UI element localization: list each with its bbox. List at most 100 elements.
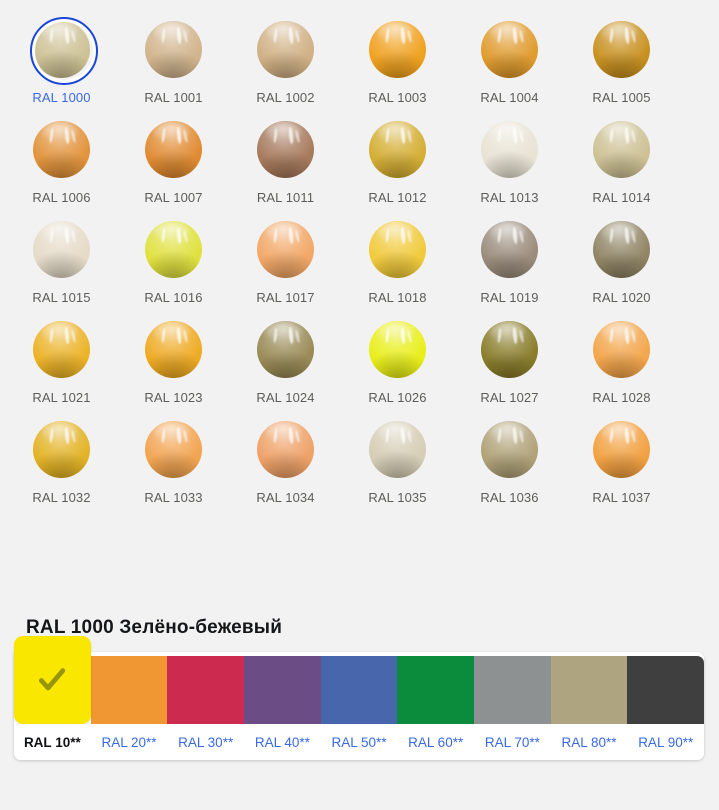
color-swatch-ral-1018[interactable]: RAL 1018 xyxy=(347,214,448,314)
color-swatch-ral-1034[interactable]: RAL 1034 xyxy=(235,414,336,514)
color-swatch-ral-1028[interactable]: RAL 1028 xyxy=(571,314,672,414)
group-tab-swatch-ral-10xx[interactable] xyxy=(14,636,91,724)
color-sphere[interactable] xyxy=(257,320,314,378)
color-swatch-ral-1019[interactable]: RAL 1019 xyxy=(459,214,560,314)
color-sphere[interactable] xyxy=(257,420,314,478)
color-sphere-wrapper[interactable] xyxy=(250,213,322,285)
color-swatch-ral-1014[interactable]: RAL 1014 xyxy=(571,114,672,214)
color-sphere-wrapper[interactable] xyxy=(250,13,322,85)
color-sphere[interactable] xyxy=(481,20,538,78)
color-swatch-ral-1033[interactable]: RAL 1033 xyxy=(123,414,224,514)
color-sphere[interactable] xyxy=(369,420,426,478)
color-sphere-wrapper[interactable] xyxy=(250,413,322,485)
color-sphere-wrapper[interactable] xyxy=(474,213,546,285)
color-sphere-wrapper[interactable] xyxy=(26,213,98,285)
color-swatch-ral-1026[interactable]: RAL 1026 xyxy=(347,314,448,414)
color-sphere-wrapper[interactable] xyxy=(586,413,658,485)
group-tab-label-ral-50xx[interactable]: RAL 50** xyxy=(321,735,398,750)
color-sphere-wrapper[interactable] xyxy=(586,113,658,185)
color-swatch-ral-1023[interactable]: RAL 1023 xyxy=(123,314,224,414)
color-swatch-ral-1003[interactable]: RAL 1003 xyxy=(347,14,448,114)
color-sphere[interactable] xyxy=(593,220,650,278)
color-sphere[interactable] xyxy=(257,120,314,178)
color-swatch-ral-1036[interactable]: RAL 1036 xyxy=(459,414,560,514)
color-swatch-ral-1001[interactable]: RAL 1001 xyxy=(123,14,224,114)
group-tab-label-ral-90xx[interactable]: RAL 90** xyxy=(627,735,704,750)
color-sphere-wrapper[interactable] xyxy=(474,313,546,385)
color-sphere-wrapper[interactable] xyxy=(26,13,98,85)
color-sphere[interactable] xyxy=(257,220,314,278)
color-swatch-ral-1032[interactable]: RAL 1032 xyxy=(11,414,112,514)
color-sphere[interactable] xyxy=(369,320,426,378)
color-sphere-wrapper[interactable] xyxy=(474,413,546,485)
color-sphere[interactable] xyxy=(145,120,202,178)
color-sphere-wrapper[interactable] xyxy=(138,13,210,85)
color-swatch-ral-1020[interactable]: RAL 1020 xyxy=(571,214,672,314)
color-sphere[interactable] xyxy=(369,20,426,78)
color-swatch-ral-1007[interactable]: RAL 1007 xyxy=(123,114,224,214)
group-tab-label-ral-10xx[interactable]: RAL 10** xyxy=(14,735,91,750)
color-sphere-wrapper[interactable] xyxy=(474,13,546,85)
color-sphere-wrapper[interactable] xyxy=(586,213,658,285)
group-tab-label-ral-70xx[interactable]: RAL 70** xyxy=(474,735,551,750)
group-tab-label-ral-40xx[interactable]: RAL 40** xyxy=(244,735,321,750)
group-tab-swatch-ral-80xx[interactable] xyxy=(550,656,628,724)
color-swatch-ral-1011[interactable]: RAL 1011 xyxy=(235,114,336,214)
color-sphere-wrapper[interactable] xyxy=(474,113,546,185)
color-sphere[interactable] xyxy=(33,120,90,178)
color-swatch-ral-1004[interactable]: RAL 1004 xyxy=(459,14,560,114)
color-sphere[interactable] xyxy=(593,420,650,478)
color-swatch-ral-1015[interactable]: RAL 1015 xyxy=(11,214,112,314)
color-sphere[interactable] xyxy=(593,20,650,78)
color-sphere-wrapper[interactable] xyxy=(138,413,210,485)
group-tab-label-ral-20xx[interactable]: RAL 20** xyxy=(91,735,168,750)
color-sphere[interactable] xyxy=(481,220,538,278)
color-swatch-ral-1021[interactable]: RAL 1021 xyxy=(11,314,112,414)
color-sphere-wrapper[interactable] xyxy=(138,313,210,385)
color-swatch-ral-1013[interactable]: RAL 1013 xyxy=(459,114,560,214)
color-swatch-ral-1002[interactable]: RAL 1002 xyxy=(235,14,336,114)
color-swatch-ral-1006[interactable]: RAL 1006 xyxy=(11,114,112,214)
color-swatch-ral-1024[interactable]: RAL 1024 xyxy=(235,314,336,414)
color-sphere-wrapper[interactable] xyxy=(362,13,434,85)
color-sphere[interactable] xyxy=(481,420,538,478)
color-sphere-wrapper[interactable] xyxy=(138,113,210,185)
color-sphere[interactable] xyxy=(593,120,650,178)
color-swatch-ral-1012[interactable]: RAL 1012 xyxy=(347,114,448,214)
color-sphere-wrapper[interactable] xyxy=(138,213,210,285)
color-sphere[interactable] xyxy=(369,220,426,278)
color-swatch-ral-1000[interactable]: RAL 1000 xyxy=(11,14,112,114)
color-sphere[interactable] xyxy=(145,420,202,478)
color-swatch-ral-1005[interactable]: RAL 1005 xyxy=(571,14,672,114)
color-swatch-ral-1037[interactable]: RAL 1037 xyxy=(571,414,672,514)
color-sphere-wrapper[interactable] xyxy=(26,313,98,385)
color-sphere[interactable] xyxy=(257,20,314,78)
color-sphere-wrapper[interactable] xyxy=(586,313,658,385)
color-sphere[interactable] xyxy=(369,120,426,178)
color-sphere-wrapper[interactable] xyxy=(586,13,658,85)
color-sphere[interactable] xyxy=(33,420,90,478)
color-swatch-ral-1017[interactable]: RAL 1017 xyxy=(235,214,336,314)
color-sphere-wrapper[interactable] xyxy=(26,413,98,485)
color-swatch-ral-1016[interactable]: RAL 1016 xyxy=(123,214,224,314)
color-sphere-wrapper[interactable] xyxy=(26,113,98,185)
group-tab-swatch-ral-30xx[interactable] xyxy=(167,656,245,724)
color-sphere[interactable] xyxy=(481,120,538,178)
group-tab-swatch-ral-50xx[interactable] xyxy=(320,656,398,724)
color-sphere[interactable] xyxy=(33,20,90,78)
group-tab-swatch-ral-60xx[interactable] xyxy=(397,656,475,724)
color-sphere-wrapper[interactable] xyxy=(362,213,434,285)
color-sphere-wrapper[interactable] xyxy=(250,313,322,385)
group-tab-swatch-ral-40xx[interactable] xyxy=(244,656,321,724)
color-sphere-wrapper[interactable] xyxy=(362,313,434,385)
color-sphere-wrapper[interactable] xyxy=(250,113,322,185)
color-sphere[interactable] xyxy=(593,320,650,378)
color-sphere[interactable] xyxy=(33,220,90,278)
group-tab-swatch-ral-20xx[interactable] xyxy=(90,656,168,724)
group-tab-swatch-ral-90xx[interactable] xyxy=(627,656,705,724)
color-swatch-ral-1027[interactable]: RAL 1027 xyxy=(459,314,560,414)
group-tab-label-ral-80xx[interactable]: RAL 80** xyxy=(551,735,628,750)
color-sphere[interactable] xyxy=(145,20,202,78)
color-sphere[interactable] xyxy=(145,220,202,278)
color-sphere-wrapper[interactable] xyxy=(362,413,434,485)
